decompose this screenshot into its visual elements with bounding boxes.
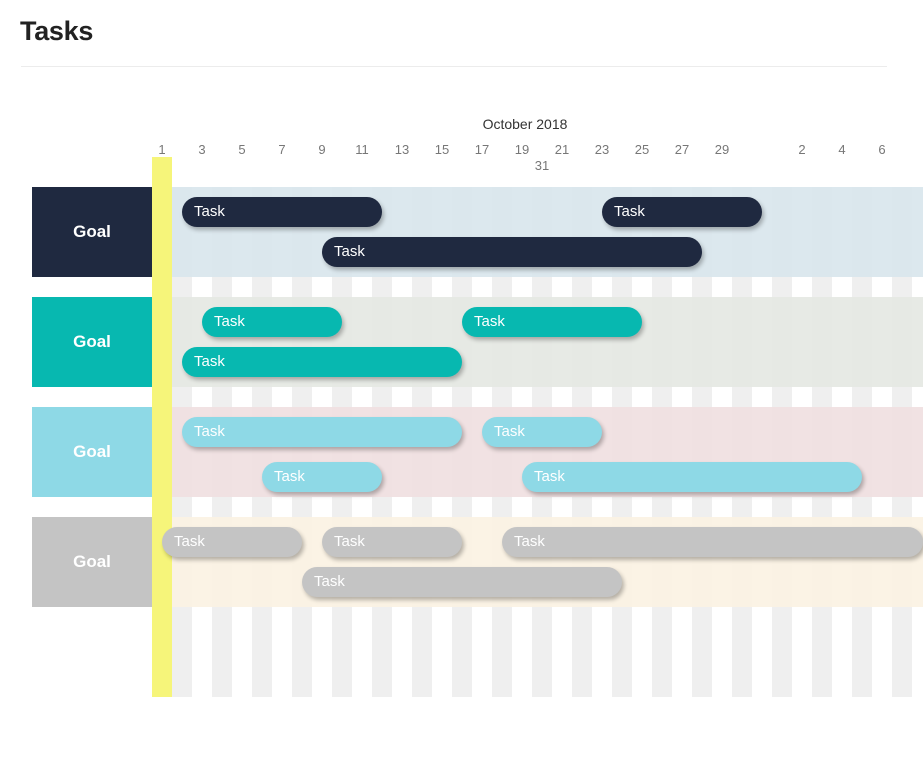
task-bar[interactable]: Task — [162, 527, 302, 557]
day-tick-label: 19 — [514, 142, 530, 157]
day-tick-label: 7 — [278, 142, 286, 157]
task-bar[interactable]: Task — [502, 527, 923, 557]
today-marker — [152, 157, 172, 697]
title-divider — [21, 66, 887, 67]
goal-label[interactable]: Goal — [32, 187, 152, 277]
day-tick-label: 3 — [198, 142, 206, 157]
day-tick-label-secondary: 31 — [534, 158, 550, 173]
task-bar[interactable]: Task — [322, 527, 462, 557]
task-bar[interactable]: Task — [182, 197, 382, 227]
task-bar[interactable]: Task — [262, 462, 382, 492]
task-bar[interactable]: Task — [522, 462, 862, 492]
day-tick-label: 9 — [318, 142, 326, 157]
day-tick-label: 17 — [474, 142, 490, 157]
day-tick-label: 29 — [714, 142, 730, 157]
task-bar[interactable]: Task — [602, 197, 762, 227]
day-tick-label: 4 — [838, 142, 846, 157]
day-tick-label: 25 — [634, 142, 650, 157]
task-bar[interactable]: Task — [322, 237, 702, 267]
task-bar[interactable]: Task — [482, 417, 602, 447]
day-tick-label: 15 — [434, 142, 450, 157]
goal-label[interactable]: Goal — [32, 407, 152, 497]
day-tick-label: 27 — [674, 142, 690, 157]
goal-label[interactable]: Goal — [32, 517, 152, 607]
task-bar[interactable]: Task — [462, 307, 642, 337]
day-tick-label: 21 — [554, 142, 570, 157]
page-title: Tasks — [20, 16, 94, 46]
task-bar[interactable]: Task — [182, 417, 462, 447]
task-bar[interactable]: Task — [302, 567, 622, 597]
month-label: October 2018 — [482, 116, 568, 132]
day-tick-label: 11 — [355, 142, 369, 157]
day-tick-label: 23 — [594, 142, 610, 157]
day-tick-label: 5 — [238, 142, 246, 157]
day-tick-label: 6 — [878, 142, 886, 157]
day-tick-label: 2 — [798, 142, 806, 157]
task-bar[interactable]: Task — [182, 347, 462, 377]
goal-label[interactable]: Goal — [32, 297, 152, 387]
day-tick-label: 13 — [394, 142, 410, 157]
day-tick-label: 1 — [158, 142, 166, 157]
task-bar[interactable]: Task — [202, 307, 342, 337]
